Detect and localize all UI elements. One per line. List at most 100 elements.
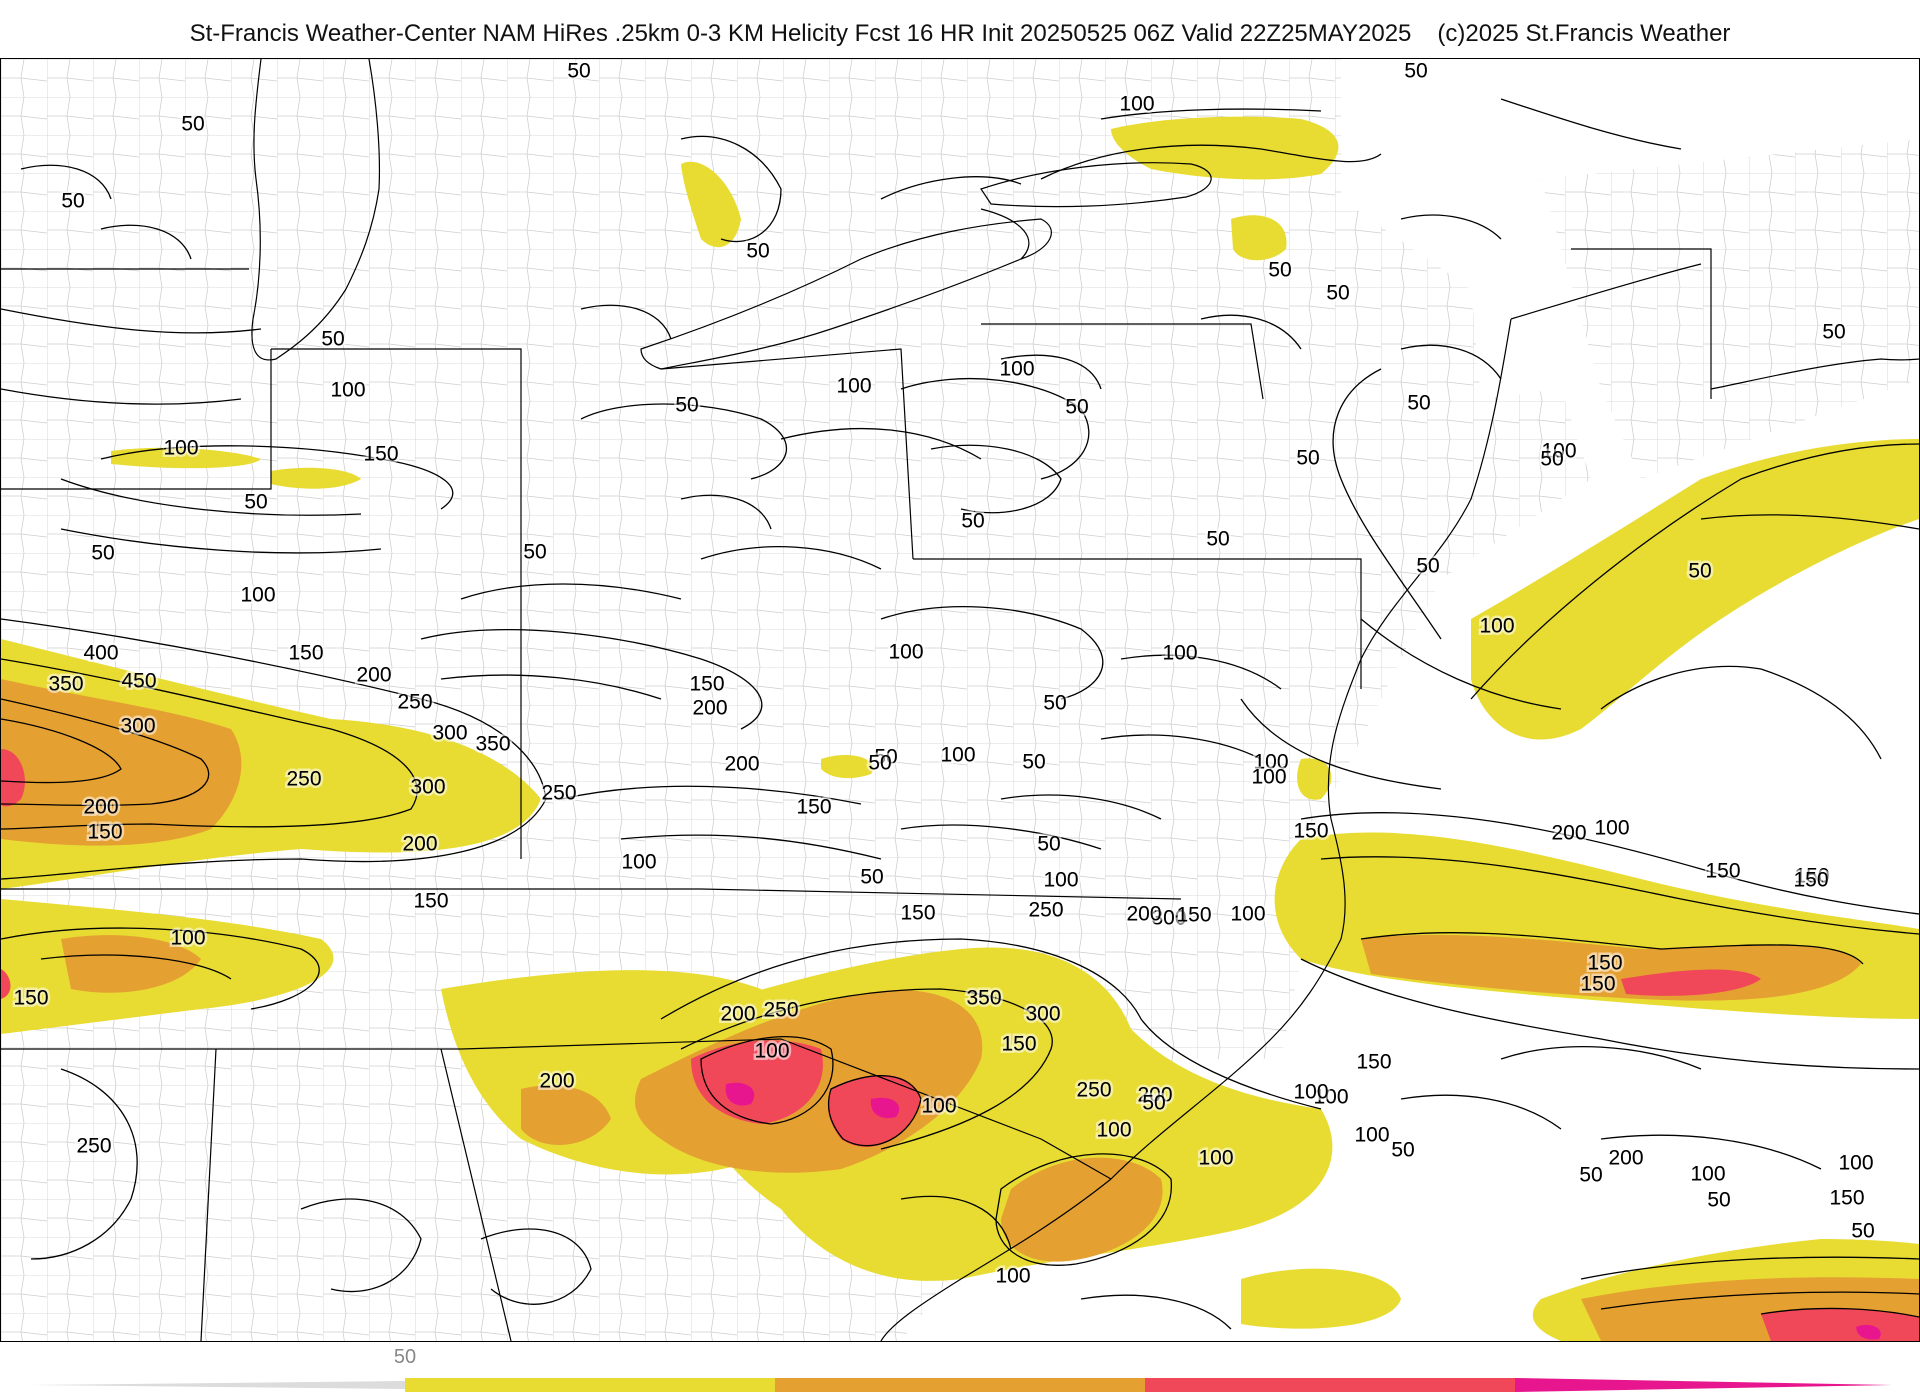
contour-label: 100 [754,1040,789,1063]
contour-label: 100 [888,641,923,664]
contour-label-halo: 100 [1838,1152,1873,1175]
contour-label: 450 [121,670,156,693]
contour-label-halo: 200 [83,796,118,819]
contour-label: 50 [874,746,897,769]
contour-label-halo: 100 [1293,1081,1328,1104]
contour-label-halo: 150 [1587,952,1622,975]
contour-label-halo: 100 [940,744,975,767]
contour-label: 200 [83,796,118,819]
contour-label: 100 [1690,1163,1725,1186]
map-title: St-Francis Weather-Center NAM HiRes .25k… [0,14,1920,54]
contour-label: 100 [1541,440,1576,463]
contour-label-halo: 300 [1151,907,1186,930]
contour-label: 100 [240,584,275,607]
contour-label-halo: 150 [13,987,48,1010]
contour-label: 200 [1137,1084,1172,1107]
contour-label: 100 [1838,1152,1873,1175]
contour-label-halo: 200 [724,753,759,776]
contour-label: 150 [1705,860,1740,883]
contour-label-halo: 100 [1251,766,1286,789]
contour-label: 50 [91,542,114,565]
contour-label-halo: 300 [432,722,467,745]
contour-label: 150 [1176,904,1211,927]
contour-label-halo: 50 [61,190,84,213]
contour-label-halo: 50 [1022,751,1045,774]
contour-label-halo: 100 [1198,1147,1233,1170]
contour-label-halo: 50 [1540,448,1563,471]
contour-label: 300 [1151,907,1186,930]
copyright-credit: (c)2025 St.Francis Weather [1437,20,1731,47]
contour-label-halo: 100 [240,584,275,607]
contour-label-halo: 50 [1296,447,1319,470]
contour-label: 100 [163,437,198,460]
contour-label-halo: 100 [1594,817,1629,840]
contour-label-halo: 100 [163,437,198,460]
contour-label-halo: 200 [692,697,727,720]
contour-label: 100 [1096,1119,1131,1142]
contour-label-halo: 50 [961,510,984,533]
contour-label: 100 [1594,817,1629,840]
contour-label-halo: 100 [1162,642,1197,665]
contour-label: 50 [1416,555,1439,578]
contour-label-halo: 150 [689,673,724,696]
contour-label: 250 [1076,1079,1111,1102]
contour-label-halo: 150 [900,902,935,925]
title-text: St-Francis Weather-Center NAM HiRes .25k… [189,20,1412,47]
contour-label: 150 [87,821,122,844]
contour-label: 50 [523,541,546,564]
contour-label: 200 [402,833,437,856]
contour-label: 250 [763,999,798,1022]
contour-label: 300 [120,715,155,738]
county-borders [1,59,1919,1341]
contour-label-halo: 150 [363,443,398,466]
contour-label: 100 [1253,751,1288,774]
contour-label: 50 [1391,1139,1414,1162]
contour-label: 50 [1707,1189,1730,1212]
colorbar-bin-3 [1145,1378,1515,1392]
contour-label: 100 [1043,869,1078,892]
contour-label: 350 [475,733,510,756]
contour-label-halo: 100 [999,358,1034,381]
contour-label: 150 [1580,973,1615,996]
colorbar-high-arrow [1515,1378,1892,1392]
contour-label: 300 [1025,1003,1060,1026]
contour-label-halo: 150 [1793,869,1828,892]
contour-label-halo: 100 [888,641,923,664]
contour-label-halo: 50 [860,866,883,889]
contour-label: 350 [966,987,1001,1010]
contour-label-halo: 100 [1313,1086,1348,1109]
contour-label-halo: 200 [1126,903,1161,926]
contour-label: 150 [1829,1187,1864,1210]
contour-label: 350 [48,673,83,696]
contour-label: 150 [363,443,398,466]
contour-label: 50 [1268,259,1291,282]
contour-label: 150 [900,902,935,925]
contour-label-halo: 50 [181,113,204,136]
contour-label-halo: 150 [87,821,122,844]
contour-label: 50 [1022,751,1045,774]
contour-label: 100 [1230,903,1265,926]
contour-label: 100 [1313,1086,1348,1109]
contour-label-halo: 250 [76,1135,111,1158]
contour-label: 300 [432,722,467,745]
contour-label: 100 [1119,93,1154,116]
contour-label: 150 [13,987,48,1010]
contour-label-halo: 50 [675,394,698,417]
contour-label: 100 [1198,1147,1233,1170]
contour-label-halo: 50 [321,328,344,351]
contour-label-halo: 300 [1025,1003,1060,1026]
map-canvas: 5050505050501001005050505050505050505050… [1,59,1919,1341]
contour-label-halo: 150 [413,890,448,913]
contour-label-halo: 50 [523,541,546,564]
contour-label-halo: 100 [1043,869,1078,892]
colorbar-bin-2 [775,1378,1145,1392]
helicity-shading [1,116,1919,1341]
contour-label: 150 [1794,865,1829,888]
contour-label-halo: 150 [1176,904,1211,927]
contour-label: 50 [1579,1164,1602,1187]
contour-label: 100 [621,851,656,874]
contour-label-halo: 50 [567,60,590,83]
contour-label-halo: 250 [1076,1079,1111,1102]
contour-label-halo: 150 [1001,1033,1036,1056]
colorbar-low-arrow [30,1381,405,1389]
